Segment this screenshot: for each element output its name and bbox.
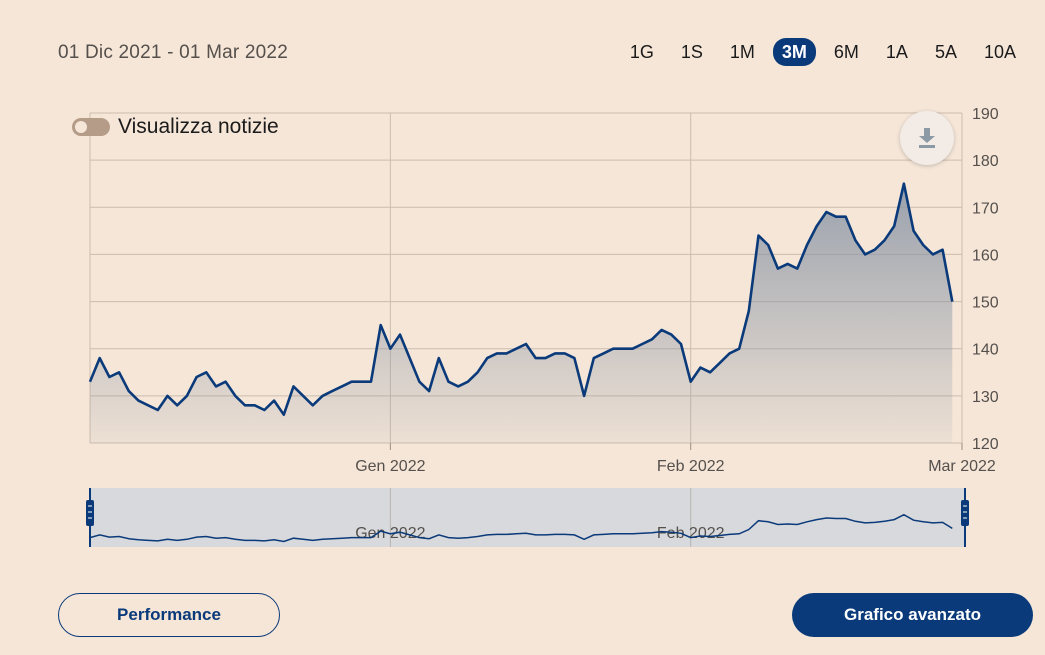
navigator-label: Feb 2022 xyxy=(657,525,725,542)
period-selector: 1G 1S 1M 3M 6M 1A 5A 10A xyxy=(612,38,1025,66)
period-10a[interactable]: 10A xyxy=(983,42,1016,62)
navigator-background xyxy=(90,488,966,547)
period-5a[interactable]: 5A xyxy=(934,42,957,62)
navigator-left-handle[interactable] xyxy=(86,500,94,526)
price-area xyxy=(90,183,953,443)
period-1s[interactable]: 1S xyxy=(680,42,703,62)
y-tick-label: 120 xyxy=(972,436,999,453)
performance-button[interactable]: Performance xyxy=(58,593,280,637)
x-tick-label: Mar 2022 xyxy=(928,458,996,475)
y-tick-label: 160 xyxy=(972,247,999,264)
price-line xyxy=(88,182,954,416)
period-1g[interactable]: 1G xyxy=(629,42,654,62)
period-1a[interactable]: 1A xyxy=(885,42,908,62)
toggle-switch[interactable] xyxy=(72,118,110,136)
navigator-line xyxy=(89,513,953,543)
period-3m[interactable]: 3M xyxy=(772,38,816,66)
y-tick-label: 130 xyxy=(972,389,999,406)
period-1m[interactable]: 1M xyxy=(729,42,755,62)
download-button[interactable] xyxy=(900,111,954,165)
advanced-chart-button[interactable]: Grafico avanzato xyxy=(792,593,1033,637)
price-chart: 190 180 170 160 150 140 130 120 Gen 2022 Feb 202… xyxy=(86,106,999,547)
x-tick-label: Gen 2022 xyxy=(355,458,425,475)
news-toggle[interactable]: Visualizza notizie xyxy=(72,115,279,139)
toggle-knob xyxy=(75,121,87,133)
x-tick-label: Feb 2022 xyxy=(657,458,725,475)
y-tick-label: 150 xyxy=(972,295,999,312)
date-range: 01 Dic 2021 - 01 Mar 2022 xyxy=(58,42,288,63)
y-tick-label: 180 xyxy=(972,153,999,170)
y-tick-label: 190 xyxy=(972,106,999,123)
y-tick-label: 170 xyxy=(972,200,999,217)
period-6m[interactable]: 6M xyxy=(833,42,859,62)
navigator-right-handle[interactable] xyxy=(961,500,969,526)
news-toggle-label: Visualizza notizie xyxy=(118,115,279,138)
download-icon xyxy=(919,128,935,148)
y-tick-label: 140 xyxy=(972,342,999,359)
